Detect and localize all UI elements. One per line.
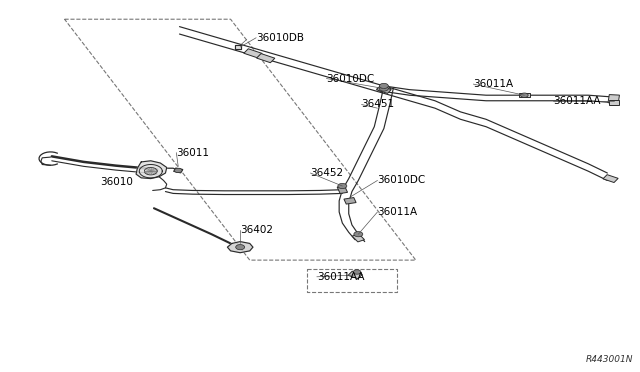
- Text: 36010: 36010: [100, 177, 132, 187]
- Polygon shape: [257, 54, 275, 63]
- Text: 36451: 36451: [362, 99, 395, 109]
- Text: 36011AA: 36011AA: [553, 96, 600, 106]
- Circle shape: [380, 83, 388, 89]
- Polygon shape: [344, 198, 356, 204]
- Text: 36010DB: 36010DB: [256, 33, 304, 43]
- Polygon shape: [376, 86, 391, 93]
- Circle shape: [520, 93, 528, 97]
- Circle shape: [236, 244, 244, 250]
- Text: 36452: 36452: [310, 168, 344, 178]
- Text: 36010DC: 36010DC: [378, 176, 426, 185]
- Text: 36010DC: 36010DC: [326, 74, 374, 84]
- Polygon shape: [518, 93, 530, 97]
- Polygon shape: [136, 161, 167, 179]
- Polygon shape: [173, 168, 183, 173]
- Text: 36402: 36402: [240, 225, 273, 235]
- Polygon shape: [235, 45, 241, 49]
- Text: 36011: 36011: [176, 148, 209, 158]
- Polygon shape: [235, 45, 241, 49]
- Text: 36011AA: 36011AA: [317, 272, 364, 282]
- Text: R443001N: R443001N: [586, 355, 633, 364]
- Polygon shape: [227, 241, 253, 253]
- Polygon shape: [337, 186, 348, 193]
- Circle shape: [338, 183, 347, 189]
- Circle shape: [353, 270, 361, 274]
- Polygon shape: [609, 100, 619, 105]
- Polygon shape: [377, 85, 391, 92]
- Circle shape: [174, 168, 182, 173]
- Text: 36011A: 36011A: [378, 207, 417, 217]
- Polygon shape: [244, 49, 262, 58]
- Polygon shape: [348, 271, 362, 279]
- Circle shape: [354, 232, 363, 237]
- Circle shape: [380, 86, 388, 91]
- Polygon shape: [608, 94, 620, 103]
- Polygon shape: [352, 234, 365, 242]
- Text: 36011A: 36011A: [473, 79, 513, 89]
- Polygon shape: [603, 174, 618, 183]
